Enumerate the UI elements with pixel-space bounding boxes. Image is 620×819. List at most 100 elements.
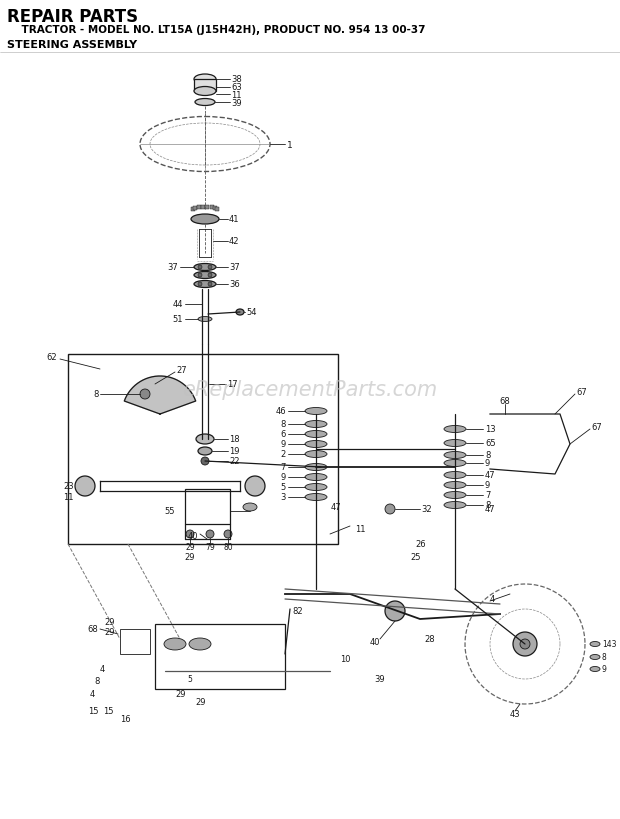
Ellipse shape <box>590 642 600 647</box>
Text: 40: 40 <box>370 638 380 647</box>
Text: 47: 47 <box>331 503 342 512</box>
Text: 16: 16 <box>120 715 131 724</box>
Text: 26: 26 <box>415 540 425 549</box>
Text: 2: 2 <box>281 450 286 459</box>
Text: 8: 8 <box>485 501 490 510</box>
Text: 68: 68 <box>87 625 98 634</box>
Ellipse shape <box>305 431 327 438</box>
Text: 15: 15 <box>103 707 113 716</box>
Text: 27: 27 <box>176 366 187 375</box>
Ellipse shape <box>305 484 327 491</box>
Text: 13: 13 <box>485 425 495 434</box>
Ellipse shape <box>444 426 466 433</box>
Text: 41: 41 <box>229 215 239 224</box>
Text: eReplacementParts.com: eReplacementParts.com <box>182 379 438 400</box>
Text: 47: 47 <box>485 471 495 480</box>
Circle shape <box>75 477 95 496</box>
Text: 43: 43 <box>510 709 521 718</box>
Text: REPAIR PARTS: REPAIR PARTS <box>7 8 138 26</box>
Circle shape <box>198 265 202 269</box>
Text: 6: 6 <box>281 430 286 439</box>
Text: 23: 23 <box>63 482 74 491</box>
Text: 68: 68 <box>500 397 510 406</box>
Bar <box>68 355 338 545</box>
Ellipse shape <box>194 272 216 279</box>
Ellipse shape <box>305 464 327 471</box>
Text: 11: 11 <box>231 90 242 99</box>
Text: 55: 55 <box>164 507 175 516</box>
Text: 8: 8 <box>602 653 607 662</box>
Ellipse shape <box>444 440 466 447</box>
Bar <box>185 490 230 524</box>
Text: 38: 38 <box>231 75 242 84</box>
Text: 80: 80 <box>223 543 233 552</box>
Text: 11: 11 <box>63 493 74 502</box>
Polygon shape <box>124 377 196 414</box>
Ellipse shape <box>305 494 327 501</box>
Ellipse shape <box>444 472 466 479</box>
Circle shape <box>385 601 405 622</box>
Circle shape <box>186 531 194 538</box>
Ellipse shape <box>590 654 600 659</box>
Ellipse shape <box>196 434 214 445</box>
Bar <box>210 206 213 210</box>
Circle shape <box>140 390 150 400</box>
Text: 36: 36 <box>229 280 240 289</box>
Bar <box>191 208 195 212</box>
Ellipse shape <box>191 215 219 224</box>
Ellipse shape <box>305 408 327 415</box>
Ellipse shape <box>243 504 257 511</box>
Ellipse shape <box>305 441 327 448</box>
Text: 51: 51 <box>172 315 183 324</box>
Ellipse shape <box>305 421 327 428</box>
Ellipse shape <box>444 502 466 509</box>
Bar <box>193 207 197 210</box>
Ellipse shape <box>590 667 600 672</box>
Text: 143: 143 <box>602 640 616 649</box>
Circle shape <box>224 531 232 538</box>
Ellipse shape <box>194 88 216 97</box>
Ellipse shape <box>189 638 211 650</box>
Text: 54: 54 <box>246 308 257 317</box>
Text: STEERING ASSEMBLY: STEERING ASSEMBLY <box>7 40 137 50</box>
Text: 5: 5 <box>188 675 192 684</box>
Ellipse shape <box>444 492 466 499</box>
Circle shape <box>520 639 530 649</box>
Circle shape <box>198 283 202 287</box>
Text: TRACTOR - MODEL NO. LT15A (J15H42H), PRODUCT NO. 954 13 00-37: TRACTOR - MODEL NO. LT15A (J15H42H), PRO… <box>7 25 425 35</box>
Text: 29: 29 <box>185 553 195 562</box>
Ellipse shape <box>195 99 215 106</box>
Ellipse shape <box>305 474 327 481</box>
Bar <box>155 624 285 689</box>
Text: 47: 47 <box>485 505 495 514</box>
Ellipse shape <box>164 638 186 650</box>
Text: 39: 39 <box>231 98 242 107</box>
Text: 63: 63 <box>231 84 242 93</box>
Circle shape <box>208 265 212 269</box>
Ellipse shape <box>198 317 212 322</box>
Circle shape <box>513 632 537 656</box>
Circle shape <box>208 283 212 287</box>
Text: 9: 9 <box>281 440 286 449</box>
Text: 9: 9 <box>281 473 286 482</box>
Ellipse shape <box>194 75 216 85</box>
Text: 7: 7 <box>281 463 286 472</box>
Ellipse shape <box>198 447 212 455</box>
Ellipse shape <box>305 451 327 458</box>
Text: 46: 46 <box>275 407 286 416</box>
Ellipse shape <box>444 452 466 459</box>
Text: 82: 82 <box>292 607 303 616</box>
Ellipse shape <box>236 310 244 315</box>
Text: 11: 11 <box>355 525 366 534</box>
Text: 8: 8 <box>281 420 286 429</box>
Circle shape <box>208 274 212 278</box>
Text: 37: 37 <box>229 263 240 272</box>
Text: 39: 39 <box>374 675 385 684</box>
Text: 1: 1 <box>287 140 293 149</box>
Text: 4: 4 <box>90 690 95 699</box>
Text: 32: 32 <box>421 505 432 514</box>
Text: 29: 29 <box>185 543 195 552</box>
Text: 28: 28 <box>425 635 435 644</box>
Bar <box>205 206 210 210</box>
Ellipse shape <box>444 482 466 489</box>
